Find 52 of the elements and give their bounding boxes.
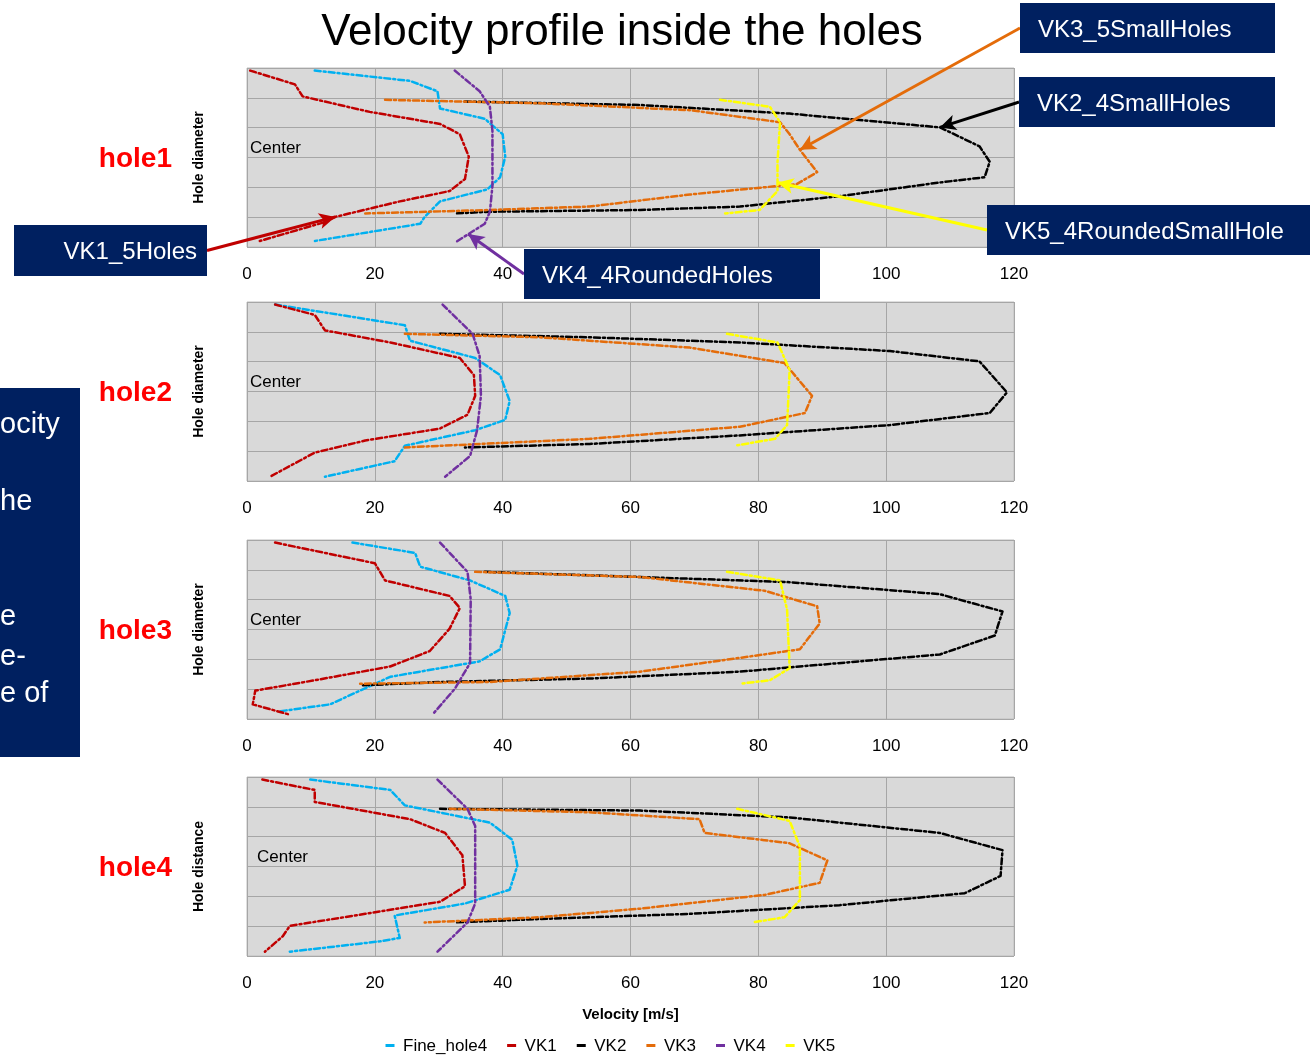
x-tick-label: 40: [493, 498, 513, 517]
x-axis-title: Velocity [m/s]: [582, 1005, 679, 1022]
annotation: VK4_4RoundedHoles: [542, 260, 773, 288]
legend-label: VK4: [733, 1036, 766, 1055]
y-axis-title: Hole distance: [190, 820, 206, 913]
text: hole2: [98, 376, 172, 407]
annotation: VK2_4SmallHoles: [1037, 88, 1231, 116]
text: hole4: [98, 851, 173, 882]
x-tick-label: 120: [999, 973, 1029, 992]
x-tick-label: 80: [748, 736, 768, 755]
x-tick-label: 80: [748, 973, 768, 992]
annotation: Center: [257, 846, 309, 866]
x-tick-label: 120: [999, 736, 1029, 755]
x-tick-label: 100: [871, 498, 901, 517]
x-tick-label: 60: [621, 736, 640, 755]
annotation: VK1_5Holes: [63, 237, 197, 264]
x-tick-label: 80: [748, 498, 768, 517]
x-tick-label: 40: [493, 973, 513, 992]
x-tick-label: 120: [999, 498, 1029, 517]
x-tick-label: 60: [621, 498, 640, 517]
legend-label: VK3: [663, 1036, 697, 1055]
x-tick-label: 100: [871, 736, 901, 755]
y-axis-title: Hole diameter: [190, 344, 206, 438]
annotation: Center: [250, 137, 302, 157]
text-box: ocity he e e- e of: [0, 388, 80, 757]
text: hole1: [98, 142, 172, 173]
x-tick-label: 20: [365, 736, 385, 755]
legend-label: VK1: [524, 1036, 557, 1055]
x-tick-label: 0: [242, 973, 252, 992]
x-tick-label: 60: [621, 973, 640, 992]
x-tick-label: 0: [242, 736, 252, 755]
x-tick-label: 40: [493, 264, 513, 283]
legend-label: VK2: [594, 1036, 627, 1055]
chart-title: Velocity profile inside the holes: [321, 4, 923, 54]
x-tick-label: 20: [365, 264, 385, 283]
x-tick-label: 100: [871, 264, 901, 283]
x-tick-label: 0: [242, 264, 252, 283]
text: hole3: [98, 614, 172, 645]
x-tick-label: 120: [999, 264, 1029, 283]
annotation: VK5_4RoundedSmallHole: [1005, 216, 1284, 244]
x-tick-label: 20: [365, 498, 385, 517]
legend-label: Fine_hole4: [403, 1036, 488, 1055]
annotation: VK3_5SmallHoles: [1038, 14, 1232, 42]
x-tick-label: 40: [493, 736, 513, 755]
x-tick-label: 20: [365, 973, 385, 992]
annotation: Center: [250, 609, 302, 629]
y-axis-title: Hole diameter: [190, 582, 206, 676]
y-axis-title: Hole diameter: [190, 110, 206, 204]
x-tick-label: 0: [242, 498, 252, 517]
x-tick-label: 100: [871, 973, 901, 992]
legend-label: VK5: [803, 1036, 836, 1055]
annotation: Center: [250, 371, 302, 391]
